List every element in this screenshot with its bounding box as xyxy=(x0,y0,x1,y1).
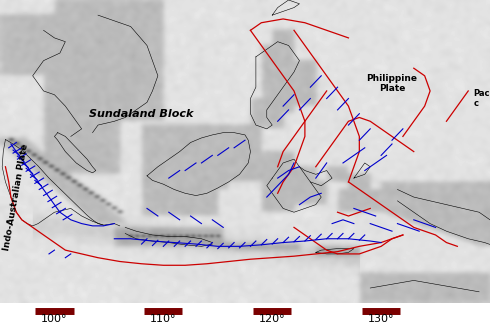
Text: 110°: 110° xyxy=(150,314,176,324)
Text: Indo-Australian Plate: Indo-Australian Plate xyxy=(2,143,30,251)
Text: Philippine
Plate: Philippine Plate xyxy=(367,74,417,93)
Text: 120°: 120° xyxy=(259,314,286,324)
Text: 100°: 100° xyxy=(41,314,68,324)
Text: Sundaland Block: Sundaland Block xyxy=(89,109,194,119)
Text: 130°: 130° xyxy=(368,314,394,324)
Text: Pacifi
c: Pacifi c xyxy=(474,89,490,108)
